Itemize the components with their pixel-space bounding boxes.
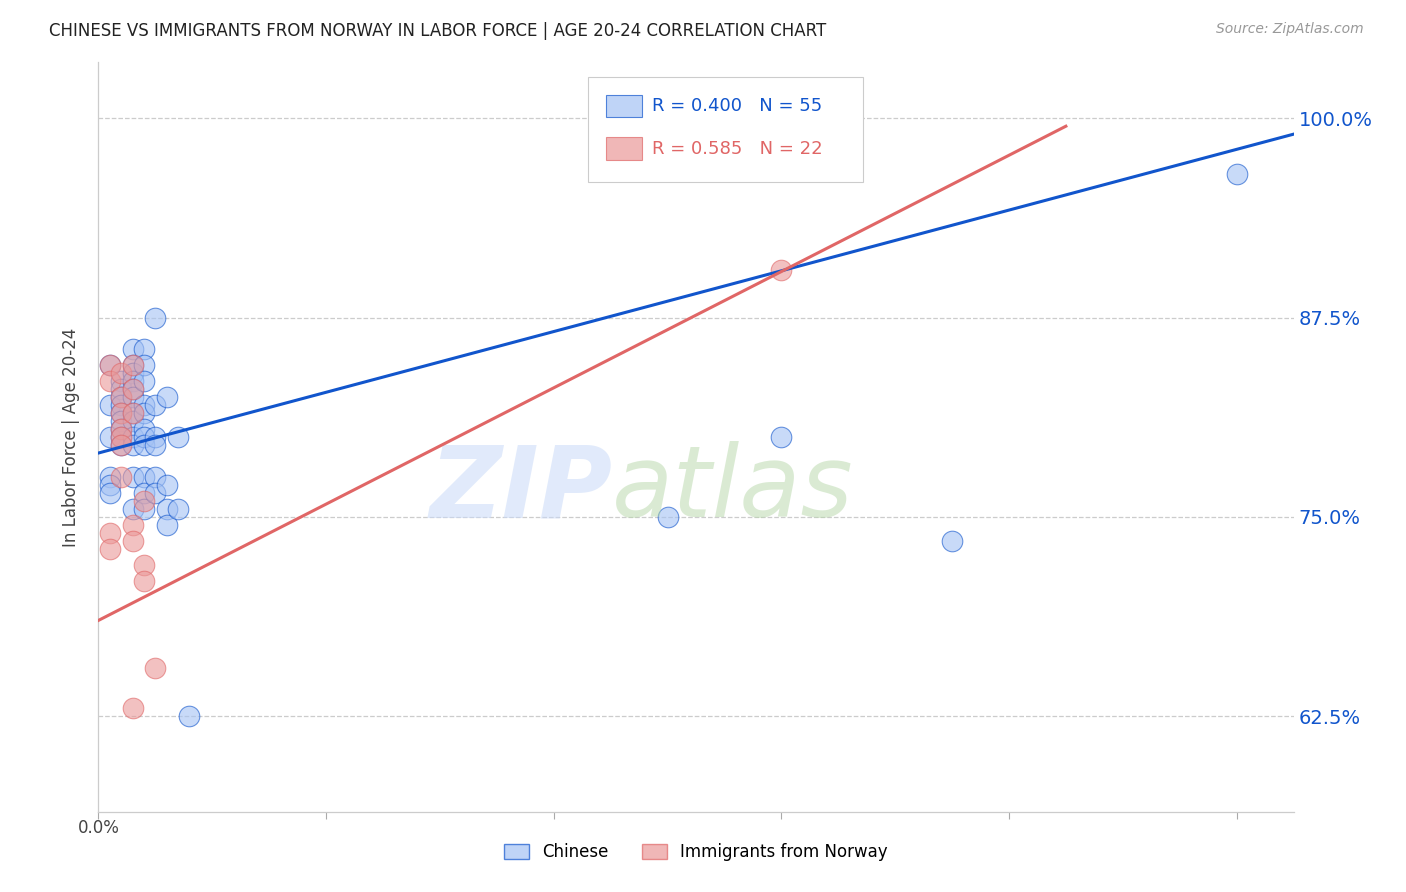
- Point: [132, 343, 155, 357]
- Point: [132, 430, 155, 444]
- Point: [132, 374, 155, 388]
- Point: [110, 406, 132, 420]
- Point: [167, 430, 190, 444]
- Point: [121, 430, 143, 444]
- Point: [132, 493, 155, 508]
- Point: [98, 541, 121, 556]
- Point: [121, 359, 143, 373]
- Point: [121, 367, 143, 381]
- Point: [110, 470, 132, 484]
- Point: [121, 382, 143, 396]
- Point: [121, 343, 143, 357]
- Point: [110, 414, 132, 428]
- Point: [110, 390, 132, 404]
- Point: [143, 470, 166, 484]
- Point: [110, 398, 132, 412]
- Point: [143, 486, 166, 500]
- Point: [132, 486, 155, 500]
- Point: [132, 359, 155, 373]
- Point: [132, 558, 155, 572]
- Point: [132, 574, 155, 588]
- Point: [132, 422, 155, 436]
- Text: R = 0.585   N = 22: R = 0.585 N = 22: [652, 140, 823, 158]
- Point: [121, 470, 143, 484]
- Point: [121, 414, 143, 428]
- Point: [98, 430, 121, 444]
- Point: [110, 367, 132, 381]
- Point: [110, 438, 132, 452]
- Point: [110, 406, 132, 420]
- Point: [98, 525, 121, 540]
- Point: [941, 533, 963, 548]
- Point: [98, 359, 121, 373]
- Point: [770, 430, 793, 444]
- Point: [110, 390, 132, 404]
- Point: [143, 310, 166, 325]
- Point: [143, 398, 166, 412]
- Point: [121, 406, 143, 420]
- Point: [143, 430, 166, 444]
- Point: [121, 438, 143, 452]
- Point: [110, 382, 132, 396]
- Point: [121, 374, 143, 388]
- Point: [110, 430, 132, 444]
- FancyBboxPatch shape: [589, 78, 863, 182]
- Point: [132, 406, 155, 420]
- FancyBboxPatch shape: [606, 137, 643, 160]
- Point: [110, 422, 132, 436]
- Point: [98, 478, 121, 492]
- Point: [110, 438, 132, 452]
- Point: [121, 517, 143, 532]
- Point: [98, 374, 121, 388]
- Point: [132, 438, 155, 452]
- Point: [98, 359, 121, 373]
- Point: [110, 430, 132, 444]
- Point: [1226, 167, 1249, 181]
- Point: [770, 262, 793, 277]
- Legend: Chinese, Immigrants from Norway: Chinese, Immigrants from Norway: [498, 837, 894, 868]
- FancyBboxPatch shape: [606, 95, 643, 117]
- Text: 0.0%: 0.0%: [77, 819, 120, 838]
- Point: [156, 390, 179, 404]
- Point: [121, 501, 143, 516]
- Point: [121, 701, 143, 715]
- Point: [143, 438, 166, 452]
- Point: [121, 382, 143, 396]
- Point: [132, 470, 155, 484]
- Text: ZIP: ZIP: [429, 441, 613, 538]
- Point: [121, 390, 143, 404]
- Point: [156, 478, 179, 492]
- Y-axis label: In Labor Force | Age 20-24: In Labor Force | Age 20-24: [62, 327, 80, 547]
- Point: [132, 398, 155, 412]
- Point: [110, 422, 132, 436]
- Point: [98, 470, 121, 484]
- Point: [110, 374, 132, 388]
- Text: atlas: atlas: [613, 441, 853, 538]
- Point: [121, 359, 143, 373]
- Point: [657, 509, 679, 524]
- Point: [98, 486, 121, 500]
- Point: [156, 517, 179, 532]
- Point: [121, 533, 143, 548]
- Point: [121, 406, 143, 420]
- Point: [167, 501, 190, 516]
- Point: [98, 398, 121, 412]
- Point: [156, 501, 179, 516]
- Text: Source: ZipAtlas.com: Source: ZipAtlas.com: [1216, 22, 1364, 37]
- Point: [143, 661, 166, 675]
- Text: CHINESE VS IMMIGRANTS FROM NORWAY IN LABOR FORCE | AGE 20-24 CORRELATION CHART: CHINESE VS IMMIGRANTS FROM NORWAY IN LAB…: [49, 22, 827, 40]
- Point: [132, 501, 155, 516]
- Text: R = 0.400   N = 55: R = 0.400 N = 55: [652, 97, 823, 115]
- Point: [179, 709, 201, 723]
